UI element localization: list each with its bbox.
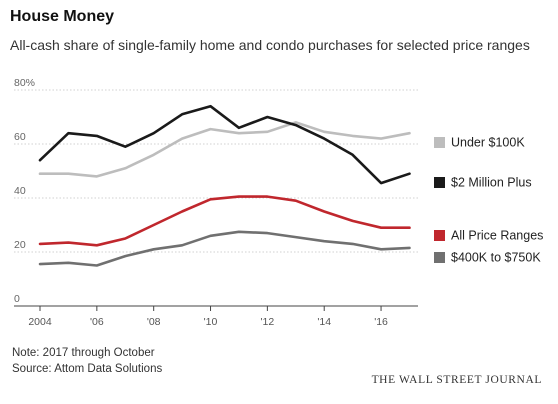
legend-label: All Price Ranges <box>451 229 543 243</box>
legend-label: $2 Million Plus <box>451 176 532 190</box>
x-tick-label: '12 <box>261 316 275 328</box>
publisher-logo-text: THE WALL STREET JOURNAL <box>371 374 542 386</box>
x-tick-label: '08 <box>147 316 161 328</box>
series-line <box>38 230 411 267</box>
legend-label: $400K to $750K <box>451 251 541 265</box>
x-tick-label: '06 <box>90 316 104 328</box>
x-tick-label: 2004 <box>28 316 52 328</box>
chart-title: House Money <box>10 8 115 25</box>
y-tick-label: 20 <box>14 239 26 251</box>
chart-subtitle: All-cash share of single-family home and… <box>10 37 530 53</box>
x-tick-label: '10 <box>204 316 218 328</box>
y-tick-label: 0 <box>14 293 20 305</box>
y-tick-label: 60 <box>14 131 26 143</box>
y-tick-label: 80% <box>14 77 35 89</box>
legend-swatch <box>434 137 445 148</box>
y-tick-label: 40 <box>14 185 26 197</box>
chart-note: Note: 2017 through October <box>12 347 155 359</box>
series-line <box>38 195 411 247</box>
series-line <box>38 121 411 178</box>
chart-source: Source: Attom Data Solutions <box>12 363 163 375</box>
x-tick-label: '16 <box>374 316 388 328</box>
legend-swatch <box>434 252 445 263</box>
x-tick-label: '14 <box>317 316 331 328</box>
series-line <box>38 104 411 185</box>
legend-label: Under $100K <box>451 136 525 150</box>
legend-swatch <box>434 177 445 188</box>
legend-swatch <box>434 230 445 241</box>
